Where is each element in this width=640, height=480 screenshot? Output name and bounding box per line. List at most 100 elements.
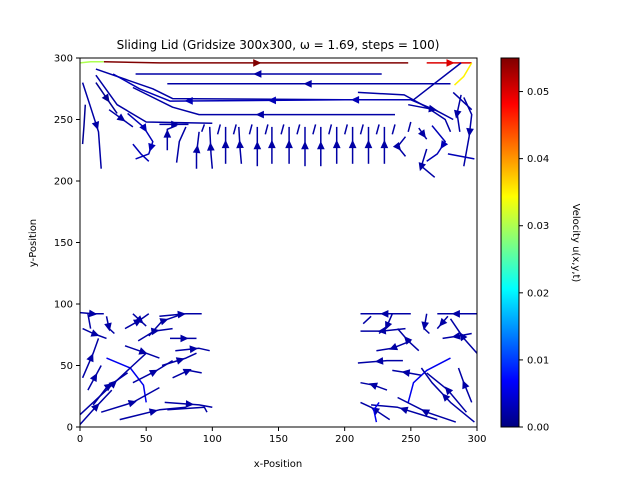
streamline-arrow (439, 317, 448, 327)
streamline (375, 124, 380, 135)
streamline (371, 404, 438, 421)
colorbar-tick-label: 0.00 (527, 423, 549, 434)
y-tick-label: 300 (54, 54, 73, 65)
streamline-arrow (184, 97, 193, 105)
x-tick-label: 50 (140, 434, 153, 445)
x-axis-label: x-Position (254, 459, 302, 470)
colorbar (500, 57, 520, 428)
streamline-arrow (236, 139, 244, 149)
streamline-arrow (368, 382, 378, 390)
streamline (447, 153, 475, 160)
y-tick-label: 150 (54, 238, 73, 249)
streamline-arrow (385, 320, 393, 330)
streamline-arrow (421, 321, 429, 331)
streamline (87, 313, 92, 329)
streamline (132, 143, 150, 162)
x-tick-label: 250 (401, 434, 420, 445)
streamline (95, 74, 213, 124)
streamline-arrow (91, 403, 100, 412)
streamline (164, 401, 213, 409)
streamline-arrow (389, 343, 399, 351)
streamline-arrow (451, 310, 460, 318)
streamline (80, 389, 113, 426)
streamline (238, 126, 243, 164)
colorbar-tick-label: 0.01 (527, 355, 549, 366)
streamline-arrow (148, 142, 156, 152)
streamline (232, 124, 237, 135)
streamline-arrow (104, 322, 112, 332)
streamline-arrow (392, 142, 402, 151)
streamline-arrow (139, 123, 147, 133)
streamline-arrow (267, 96, 276, 105)
streamline (95, 62, 462, 101)
streamline-arrow (418, 129, 426, 139)
streamline-arrow (440, 140, 449, 150)
streamline-arrow (380, 139, 389, 149)
streamline-arrow (459, 332, 468, 342)
streamline-arrow (441, 393, 451, 402)
streamline (357, 359, 403, 364)
streamline-arrow (163, 129, 172, 138)
streamline-arrow (451, 332, 461, 340)
y-axis-label: y-Position (28, 219, 39, 267)
streamline (208, 126, 214, 169)
y-tick-label: 0 (67, 423, 73, 434)
streamline-arrow (255, 110, 264, 119)
streamline (296, 124, 301, 135)
streamline (167, 406, 208, 413)
streamline (81, 82, 102, 169)
streamline-arrow (380, 310, 389, 318)
streamline (343, 124, 349, 135)
streamline-arrow (207, 142, 215, 151)
streamline-arrow (253, 70, 262, 78)
streamline-arrow (364, 139, 373, 149)
streamline-arrow (91, 121, 100, 130)
streamline-arrow (175, 357, 185, 365)
streamline (119, 406, 186, 421)
colorbar-label: Velocity u(x,y,t) (570, 204, 581, 283)
streamline-arrow (116, 113, 126, 122)
streamline (391, 124, 396, 135)
streamline (452, 91, 473, 111)
streamline (216, 124, 222, 135)
x-tick-label: 0 (77, 434, 83, 445)
streamline (264, 124, 269, 135)
streamline-arrow (159, 318, 169, 326)
x-tick-label: 300 (467, 434, 486, 445)
colorbar-tick-label: 0.04 (527, 154, 549, 165)
streamline-arrow (444, 386, 454, 396)
streamline-arrow (253, 141, 262, 150)
y-tick-label: 250 (54, 115, 73, 126)
streamline-arrow (446, 59, 455, 67)
streamline (407, 121, 412, 132)
chart-title: Sliding Lid (Gridsize 300x300, ω = 1.69,… (117, 38, 440, 52)
streamline (161, 352, 197, 367)
streamline-arrow (399, 406, 409, 414)
streamline-arrow (421, 409, 431, 417)
streamline-arrow (401, 369, 411, 377)
y-tick-label: 50 (60, 361, 73, 372)
streamline-arrow (88, 309, 98, 318)
y-tick-label: 100 (54, 300, 73, 311)
streamline (420, 367, 475, 423)
x-tick-label: 200 (335, 434, 354, 445)
streamline-arrow (317, 141, 325, 150)
streamline-arrow (180, 334, 189, 343)
streamline (80, 60, 104, 64)
streamline-arrow (418, 162, 426, 172)
streamline-arrow (348, 139, 357, 149)
streamline-arrow (138, 347, 148, 355)
streamline (373, 401, 380, 423)
streamline (175, 126, 187, 163)
streamline (103, 60, 409, 64)
streamline-arrow (332, 139, 341, 149)
streamline (359, 124, 364, 135)
streamline-arrow (454, 109, 462, 119)
streamline-arrow (404, 336, 413, 345)
streamline-arrow (134, 315, 144, 324)
streamline-arrow (253, 59, 262, 67)
colorbar-tick-label: 0.02 (527, 288, 549, 299)
colorbar-tick-label: 0.03 (527, 221, 549, 232)
streamline (280, 124, 285, 135)
plot-area (80, 58, 477, 427)
